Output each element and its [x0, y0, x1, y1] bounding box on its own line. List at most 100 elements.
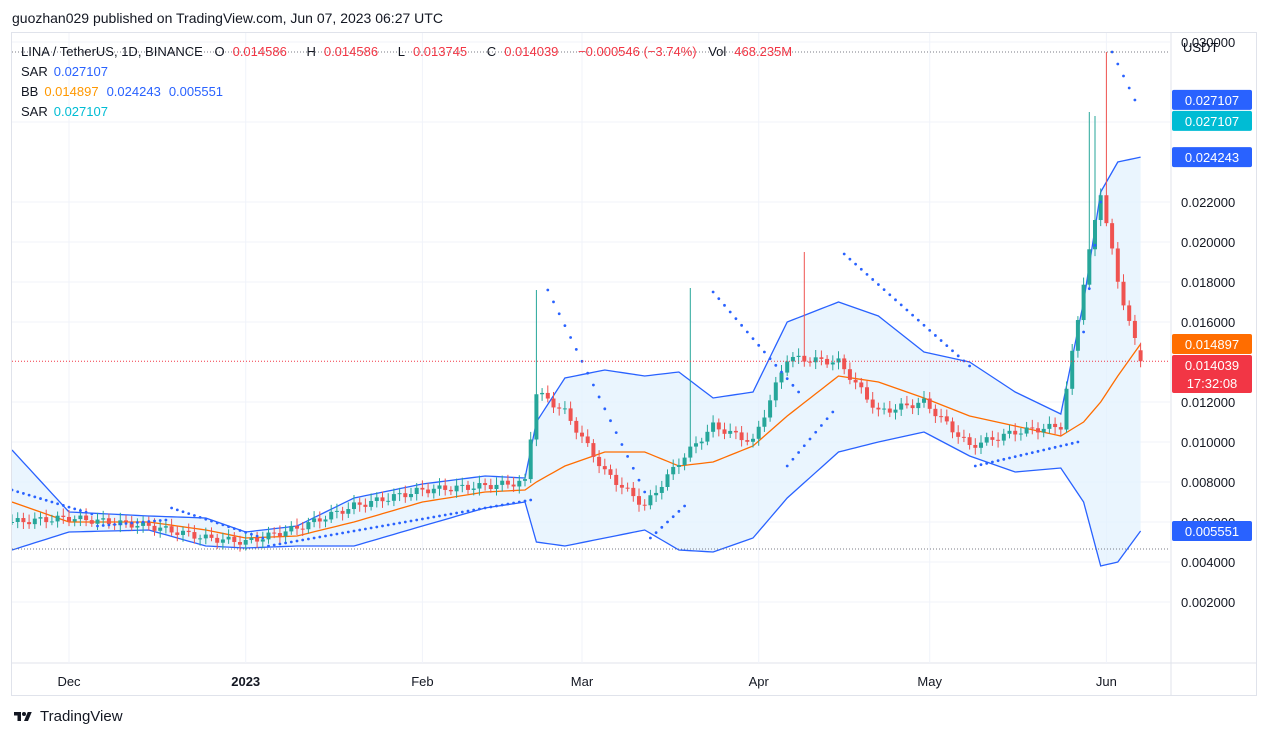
- sar-dot: [364, 527, 367, 531]
- sar-dot: [928, 328, 932, 332]
- candle-body: [876, 407, 881, 410]
- candle-body: [523, 479, 527, 481]
- y-tick-label: 0.030000: [1181, 35, 1235, 50]
- candle-body: [545, 392, 550, 399]
- candle-body: [859, 382, 864, 388]
- candle-body: [141, 521, 146, 526]
- candle-body: [238, 542, 242, 545]
- candle-body: [106, 518, 111, 525]
- sar-dot: [244, 530, 248, 534]
- sar-dot: [1076, 440, 1080, 444]
- candle-body: [967, 437, 972, 445]
- sar-dot: [227, 525, 231, 529]
- sar-dot: [204, 517, 208, 521]
- sar-dot: [620, 443, 624, 446]
- sar-dot: [44, 498, 48, 502]
- candle-body: [1132, 320, 1137, 338]
- candle-body: [101, 518, 106, 520]
- sar-dot: [50, 500, 54, 504]
- candle-body: [1041, 428, 1046, 433]
- candle-body: [528, 439, 533, 480]
- candle-body: [289, 525, 294, 532]
- sar-legend-row-2[interactable]: SAR 0.027107: [21, 102, 808, 122]
- sar-dot: [221, 523, 225, 527]
- sar-dot: [586, 371, 590, 375]
- candle-body: [904, 403, 909, 406]
- x-tick-label: Feb: [411, 674, 433, 689]
- candle-body: [1093, 220, 1097, 250]
- sar-dot: [808, 437, 812, 441]
- candle-body: [38, 517, 43, 519]
- candle-body: [505, 480, 510, 485]
- candle-body: [853, 379, 858, 383]
- sar-dot: [888, 293, 892, 297]
- sar-dot: [820, 424, 823, 427]
- candle-body: [1087, 249, 1092, 285]
- sar-dot: [386, 523, 390, 527]
- candle-body: [625, 487, 630, 489]
- sar-legend-row-1[interactable]: SAR 0.027107: [21, 62, 808, 82]
- candle-body: [511, 484, 516, 487]
- sar-dot: [1019, 453, 1023, 457]
- close-value: 0.014039: [504, 44, 559, 59]
- candle-body: [397, 493, 402, 495]
- candle-body: [500, 480, 505, 485]
- candle-body: [534, 394, 539, 440]
- candle-body: [494, 484, 499, 489]
- candle-body: [374, 497, 379, 501]
- y-tick-label: 0.008000: [1181, 475, 1235, 490]
- candle-body: [198, 538, 203, 540]
- candle-body: [1075, 320, 1080, 351]
- candle-body: [756, 426, 761, 439]
- sar-dot: [438, 514, 441, 518]
- candle-body: [939, 416, 944, 418]
- sar-dot: [198, 515, 202, 519]
- candle-body: [699, 441, 704, 444]
- candle-body: [973, 444, 978, 448]
- candle-body: [597, 456, 602, 467]
- candle-body: [232, 536, 237, 543]
- sar-dot: [939, 339, 943, 342]
- sar-label-2: SAR: [21, 104, 48, 119]
- sar-dot: [398, 521, 401, 525]
- sar-dot: [118, 522, 122, 526]
- candle-body: [540, 392, 545, 395]
- candle-body: [642, 504, 647, 506]
- sar-dot: [865, 272, 869, 276]
- bb-legend-row[interactable]: BB 0.014897 0.024243 0.005551: [21, 82, 808, 102]
- candle-body: [32, 518, 37, 525]
- candle-body: [283, 531, 288, 537]
- sar-dot: [1116, 62, 1120, 66]
- sar-dot: [603, 407, 607, 411]
- candle-body: [847, 369, 852, 380]
- candle-body: [842, 358, 847, 370]
- sar-dot: [267, 544, 270, 548]
- candle-body: [944, 416, 949, 422]
- price-badge-text: 0.027107: [1185, 114, 1239, 129]
- sar-dot: [79, 509, 82, 512]
- candle-body: [483, 483, 488, 486]
- candle-body: [21, 518, 26, 523]
- price-badge: [1172, 110, 1252, 131]
- sar-dot: [130, 521, 134, 525]
- sar-dot: [1002, 457, 1006, 461]
- candle-body: [1018, 433, 1023, 435]
- candle-body: [1053, 423, 1058, 428]
- sar-dot: [797, 390, 800, 394]
- candle-body: [984, 437, 989, 443]
- candle-body: [255, 537, 260, 542]
- candle-body: [12, 522, 14, 523]
- sar-dot: [33, 495, 37, 499]
- sar-dot: [449, 512, 453, 516]
- candle-body: [306, 522, 311, 530]
- candle-body: [340, 510, 345, 514]
- chart-frame: [11, 32, 1257, 696]
- candle-body: [694, 443, 698, 447]
- candle-body: [631, 487, 636, 497]
- candle-body: [551, 398, 556, 408]
- symbol-label[interactable]: LINA / TetherUS, 1D, BINANCE: [21, 44, 203, 59]
- sar-dot: [358, 528, 362, 532]
- bb-lower-value: 0.005551: [168, 84, 224, 99]
- candle-body: [226, 536, 231, 540]
